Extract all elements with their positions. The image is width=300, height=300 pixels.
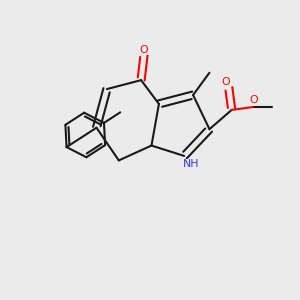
Text: O: O [140, 44, 148, 55]
Text: NH: NH [183, 159, 200, 169]
Text: O: O [221, 77, 230, 87]
Text: O: O [250, 95, 258, 105]
